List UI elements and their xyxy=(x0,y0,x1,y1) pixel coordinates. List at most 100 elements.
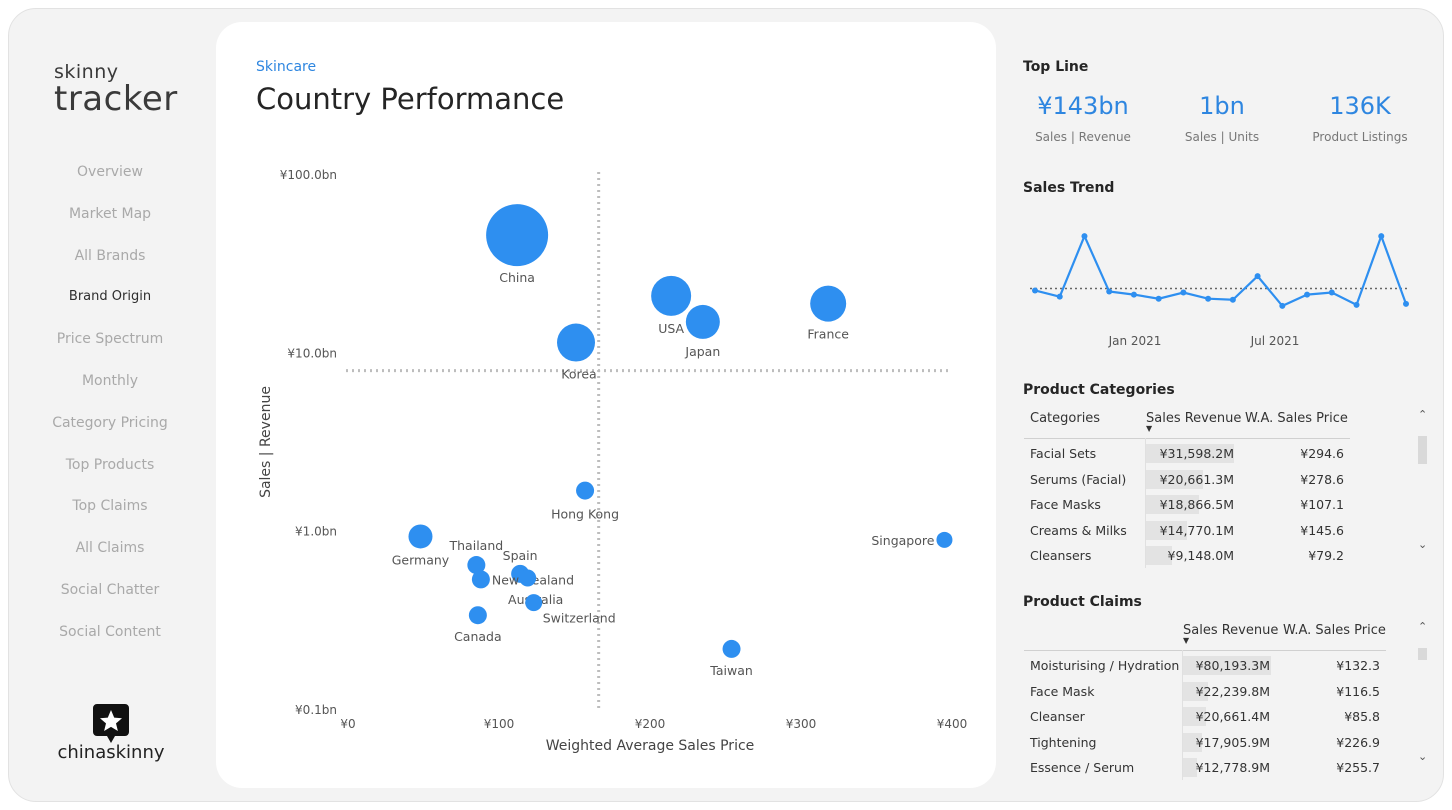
kpi-revenue-label: Sales | Revenue xyxy=(1035,130,1131,144)
y-axis-title: Sales | Revenue xyxy=(258,386,274,498)
point-taiwan[interactable] xyxy=(722,639,741,658)
point-germany[interactable] xyxy=(408,524,433,549)
col-claims-wa-price[interactable]: W.A. Sales Price xyxy=(1283,623,1386,638)
y-tick-label: ¥0.1bn xyxy=(295,703,337,717)
sort-desc-icon[interactable]: ▼ xyxy=(1146,424,1153,433)
product-claims-title: Product Claims xyxy=(1023,594,1142,610)
trend-point[interactable] xyxy=(1205,295,1212,302)
x-tick-label: ¥0 xyxy=(340,717,355,731)
trend-point[interactable] xyxy=(1378,233,1385,240)
trend-point[interactable] xyxy=(1180,289,1187,296)
table-row[interactable]: Facial Sets ¥31,598.2M ¥294.6 xyxy=(1024,444,1350,471)
nav-category-pricing[interactable]: Category Pricing xyxy=(52,414,168,431)
category-eyebrow[interactable]: Skincare xyxy=(256,59,317,75)
claims-scroll-thumb[interactable] xyxy=(1418,648,1427,660)
point-usa[interactable] xyxy=(651,275,692,316)
row-revenue: ¥80,193.3M xyxy=(1195,658,1270,673)
row-name: Cleanser xyxy=(1030,709,1085,724)
table-row[interactable]: Moisturising / Hydration ¥80,193.3M ¥132.3 xyxy=(1024,656,1386,683)
point-switzerland[interactable] xyxy=(525,594,543,612)
trend-point[interactable] xyxy=(1130,291,1137,298)
nav-top-claims[interactable]: Top Claims xyxy=(72,498,148,515)
trend-point[interactable] xyxy=(1304,291,1311,298)
nav-social-content[interactable]: Social Content xyxy=(59,623,161,640)
revenue-bar xyxy=(1183,732,1203,752)
trend-point[interactable] xyxy=(1353,301,1360,308)
col-wa-price[interactable]: W.A. Sales Price xyxy=(1245,411,1348,426)
row-price: ¥255.7 xyxy=(1336,760,1380,775)
point-singapore[interactable] xyxy=(936,531,953,548)
table-row[interactable]: Serums (Facial) ¥20,661.3M ¥278.6 xyxy=(1024,469,1350,497)
trend-point[interactable] xyxy=(1155,295,1162,302)
scroll-down-icon[interactable]: ⌄ xyxy=(1418,538,1428,551)
trend-point[interactable] xyxy=(1254,273,1261,280)
table-row[interactable]: Face Masks ¥18,866.5M ¥107.1 xyxy=(1024,495,1350,522)
trend-point[interactable] xyxy=(1279,302,1286,309)
nav-top-products[interactable]: Top Products xyxy=(65,456,155,473)
point-new-zealand[interactable] xyxy=(471,570,490,589)
categories-scroll-thumb[interactable] xyxy=(1418,436,1427,464)
categories-scrollbar[interactable] xyxy=(1418,432,1428,547)
point-france[interactable] xyxy=(810,285,847,322)
trend-point[interactable] xyxy=(1403,300,1409,307)
categories-table: Categories Sales Revenue W.A. Sales Pric… xyxy=(1024,408,1350,568)
chinaskinny-brand: chinaskinny xyxy=(56,702,166,763)
claims-scrollbar[interactable] xyxy=(1418,644,1428,759)
row-name: Face Mask xyxy=(1030,683,1095,699)
x-axis-title: Weighted Average Sales Price xyxy=(546,738,755,754)
x-tick-label: ¥100 xyxy=(484,717,515,731)
revenue-bar xyxy=(1146,469,1204,489)
country-scatter-chart: ¥100.0bn ¥10.0bn ¥1.0bn ¥0.1bn¥0 ¥100 ¥200 ¥30… xyxy=(258,168,967,754)
nav-market-map[interactable]: Market Map xyxy=(68,205,152,222)
table-row[interactable]: Creams & Milks ¥14,770.1M ¥145.6 xyxy=(1024,520,1350,548)
col-claims-sales-revenue[interactable]: Sales Revenue xyxy=(1183,623,1279,638)
claims-scroll-up-icon[interactable]: ⌃ xyxy=(1418,620,1428,633)
row-price: ¥145.6 xyxy=(1300,522,1344,538)
claims-sort-desc-icon[interactable]: ▼ xyxy=(1183,636,1190,645)
claims-scroll-down-icon[interactable]: ⌄ xyxy=(1418,750,1428,763)
skinny-tracker-logo: skinny tracker xyxy=(54,62,178,116)
row-name: Essence / Serum xyxy=(1030,760,1135,775)
point-hong-kong[interactable] xyxy=(576,481,595,500)
x-tick-label: ¥300 xyxy=(786,717,817,731)
point-australia[interactable] xyxy=(519,569,537,587)
point-japan[interactable] xyxy=(685,304,720,339)
nav-monthly[interactable]: Monthly xyxy=(81,372,139,389)
col-sales-revenue[interactable]: Sales Revenue xyxy=(1146,411,1242,426)
nav-all-brands[interactable]: All Brands xyxy=(74,247,146,264)
product-categories-title: Product Categories xyxy=(1023,382,1175,398)
claims-table: Sales Revenue W.A. Sales Price ▼ Moistur… xyxy=(1024,620,1386,780)
nav-all-claims[interactable]: All Claims xyxy=(75,540,145,557)
trend-point[interactable] xyxy=(1056,293,1063,300)
point-korea[interactable] xyxy=(557,323,596,362)
row-price: ¥226.9 xyxy=(1336,734,1380,750)
table-row[interactable]: Cleansers ¥9,148.0M ¥79.2 xyxy=(1024,546,1350,573)
revenue-bar xyxy=(1183,707,1206,726)
revenue-bar xyxy=(1146,495,1199,514)
col-categories[interactable]: Categories xyxy=(1030,411,1101,426)
nav-overview[interactable]: Overview xyxy=(77,164,143,180)
point-thailand[interactable] xyxy=(467,556,486,575)
trend-point[interactable] xyxy=(1106,288,1113,295)
point-china[interactable] xyxy=(486,204,549,267)
trend-point[interactable] xyxy=(1229,296,1236,303)
row-price: ¥107.1 xyxy=(1300,497,1344,512)
table-row[interactable]: Essence / Serum ¥12,778.9M ¥255.7 xyxy=(1024,758,1386,785)
point-label: Germany xyxy=(392,552,450,567)
y-tick-label: ¥10.0bn xyxy=(287,346,337,360)
trend-point[interactable] xyxy=(1081,233,1088,240)
table-row[interactable]: Face Mask ¥22,239.8M ¥116.5 xyxy=(1024,681,1386,709)
scroll-up-icon[interactable]: ⌃ xyxy=(1418,408,1428,421)
trend-point[interactable] xyxy=(1032,287,1038,294)
nav-social-chatter[interactable]: Social Chatter xyxy=(60,581,160,598)
nav-brand-origin[interactable]: Brand Origin xyxy=(68,289,152,305)
point-canada[interactable] xyxy=(468,606,487,625)
table-row[interactable]: Tightening ¥17,905.9M ¥226.9 xyxy=(1024,732,1386,760)
sales-trend-title: Sales Trend xyxy=(1023,180,1115,196)
nav-price-spectrum[interactable]: Price Spectrum xyxy=(56,331,164,348)
table-row[interactable]: Cleanser ¥20,661.4M ¥85.8 xyxy=(1024,707,1386,734)
kpi-listings: 136K Product Listings xyxy=(1295,92,1425,144)
row-revenue: ¥14,770.1M xyxy=(1159,522,1234,538)
trend-point[interactable] xyxy=(1328,289,1335,296)
point-label: Switzerland xyxy=(543,611,616,626)
